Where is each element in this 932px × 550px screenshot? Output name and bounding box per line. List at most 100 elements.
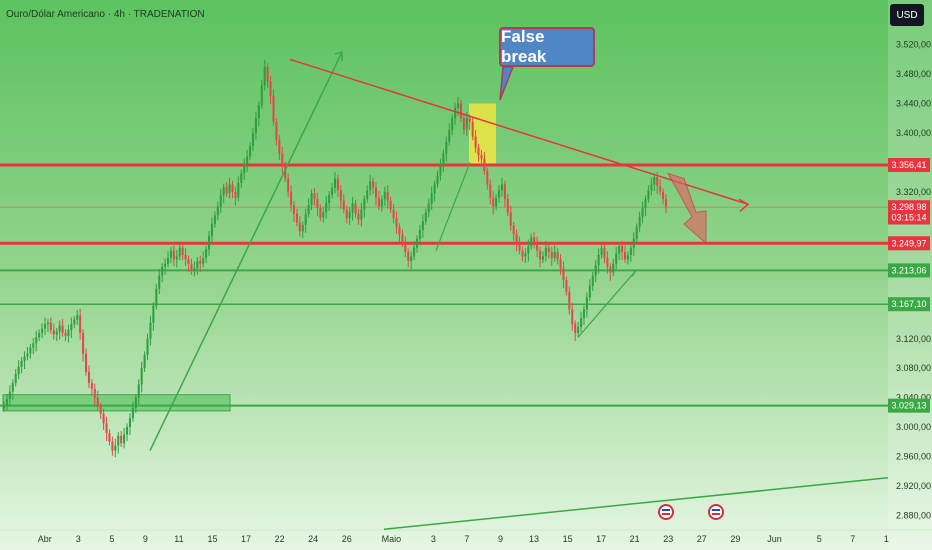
candle — [43, 324, 47, 329]
candle — [363, 199, 366, 210]
candle — [662, 191, 665, 200]
level-label-bg — [888, 263, 930, 278]
candle — [580, 318, 583, 328]
candle — [73, 319, 76, 325]
candle — [621, 246, 624, 253]
candle — [553, 252, 556, 258]
x-tick-label: 29 — [730, 534, 740, 544]
candle — [23, 356, 26, 361]
candle — [199, 260, 202, 264]
candle — [623, 252, 627, 260]
candle — [369, 181, 372, 191]
candle — [11, 382, 14, 392]
candle — [544, 247, 547, 257]
candle — [26, 353, 29, 357]
candle — [167, 257, 170, 264]
uptrend-arrow — [334, 51, 343, 62]
event-flag-stripe — [662, 509, 670, 511]
x-tick-label: 21 — [630, 534, 640, 544]
candle — [588, 285, 591, 298]
candle — [29, 347, 32, 354]
x-tick-label: Maio — [382, 534, 402, 544]
currency-badge[interactable]: USD — [890, 4, 924, 26]
candle — [377, 197, 380, 207]
candle — [486, 171, 489, 185]
candle — [269, 81, 272, 97]
candle — [266, 66, 269, 82]
level-label: 3.356,41 — [891, 160, 926, 170]
downtrend-arrow — [738, 198, 750, 212]
candle — [424, 212, 427, 222]
candle — [307, 205, 310, 214]
candle — [498, 190, 501, 198]
x-tick-label: 7 — [464, 534, 469, 544]
candle — [35, 337, 38, 344]
candle — [196, 260, 199, 269]
level-label-bg — [888, 297, 930, 312]
candle — [418, 230, 421, 239]
candle — [664, 199, 668, 207]
candle — [228, 184, 231, 194]
x-tick-label: 3 — [76, 534, 81, 544]
candle — [14, 374, 17, 383]
candle — [615, 253, 618, 264]
candle — [187, 259, 190, 264]
candle — [407, 252, 410, 261]
candle — [184, 255, 187, 260]
candle — [547, 247, 550, 253]
candle — [515, 234, 518, 244]
candle — [161, 266, 164, 276]
event-flag-icon — [658, 504, 674, 520]
candle — [632, 238, 635, 248]
y-tick-label: 3.440,00 — [896, 99, 931, 109]
candle — [527, 246, 530, 254]
x-tick-label: Abr — [38, 534, 52, 544]
candle — [594, 265, 597, 276]
candle — [591, 275, 594, 286]
candle — [635, 227, 638, 239]
candle — [474, 136, 477, 148]
level-label-bg — [888, 398, 930, 413]
candle — [319, 207, 322, 218]
candle — [430, 193, 433, 204]
x-tick-label: 17 — [241, 534, 251, 544]
candle — [582, 309, 586, 319]
x-tick-label: 9 — [143, 534, 148, 544]
event-flag-stripe — [662, 513, 670, 515]
candle — [58, 325, 61, 332]
x-tick-label: 1 — [884, 534, 889, 544]
candle — [149, 322, 152, 339]
level-label: 3.167,10 — [891, 299, 926, 309]
candle — [480, 155, 483, 159]
candle — [328, 194, 331, 203]
candle — [251, 132, 255, 147]
candle — [287, 178, 290, 192]
candle — [175, 256, 178, 260]
candle — [445, 141, 448, 154]
candle — [348, 212, 351, 219]
candle — [413, 247, 416, 257]
event-flag-icon — [708, 504, 724, 520]
candle — [82, 332, 85, 354]
candle — [231, 184, 234, 192]
false-break-label: False break — [499, 27, 595, 67]
candle — [254, 118, 257, 133]
x-tick-label: 15 — [563, 534, 573, 544]
candle — [123, 434, 126, 444]
candle — [571, 309, 574, 325]
candle — [342, 200, 345, 210]
candle — [263, 66, 266, 86]
candle — [114, 445, 117, 451]
candle — [193, 268, 196, 272]
candle — [210, 224, 213, 236]
candle — [524, 253, 527, 257]
minor-uptrend-line — [435, 162, 471, 251]
candle — [366, 190, 369, 200]
candle — [99, 406, 102, 414]
candle — [243, 163, 246, 174]
x-tick-label: 23 — [663, 534, 673, 544]
candle — [462, 118, 465, 130]
candle — [556, 252, 559, 260]
candle — [454, 107, 457, 119]
